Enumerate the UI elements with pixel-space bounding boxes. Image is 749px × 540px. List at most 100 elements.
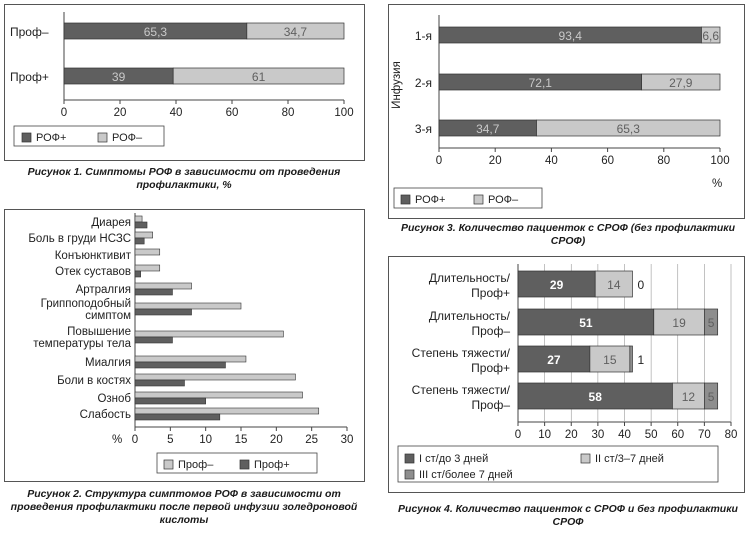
legend-swatch [239, 459, 250, 470]
category-label: Миалгия [85, 357, 131, 369]
bar-segment [701, 26, 721, 44]
x-tick-label: 5 [167, 434, 173, 446]
bar-segment [653, 308, 705, 336]
x-tick-label: 60 [601, 155, 614, 167]
data-label: 29 [550, 278, 564, 292]
legend-swatch [473, 194, 484, 205]
data-label: 65,3 [144, 25, 168, 39]
bar [134, 330, 284, 338]
data-label: 12 [682, 390, 696, 404]
x-tick-label: 70 [698, 429, 711, 441]
category-label: Степень тяжести/ [412, 383, 511, 397]
category-label: Боль в груди НСЗС [28, 233, 131, 245]
x-tick-label: 0 [132, 434, 138, 446]
category-label: Слабость [80, 409, 131, 421]
data-label: 27 [547, 353, 561, 367]
data-label: 61 [252, 70, 266, 84]
data-label: 51 [579, 316, 593, 330]
data-label: 5 [708, 316, 715, 330]
bar [134, 264, 161, 272]
bar [134, 270, 141, 278]
x-tick-label: 10 [199, 434, 212, 446]
bar [134, 407, 320, 415]
legend-label: Проф+ [254, 459, 290, 471]
bar-segment [517, 308, 655, 336]
data-label: 34,7 [284, 25, 308, 39]
x-tick-label: 20 [565, 429, 578, 441]
bar [134, 282, 192, 290]
data-label: 0 [637, 278, 644, 292]
category-label: Проф– [10, 25, 49, 39]
bar-segment [641, 73, 721, 91]
bar [134, 373, 296, 381]
legend-label: III ст/более 7 дней [419, 469, 513, 481]
bar [134, 391, 303, 399]
legend-box [393, 187, 543, 209]
data-label: 93,4 [559, 29, 583, 43]
bar [134, 215, 143, 223]
bar [134, 248, 161, 256]
x-tick-label: 80 [282, 107, 295, 119]
data-label: 65,3 [617, 122, 641, 136]
x-tick-label: 80 [657, 155, 670, 167]
bar [134, 361, 226, 369]
bar [134, 355, 247, 363]
data-label: 14 [607, 278, 621, 292]
category-label: Отек суставов [55, 266, 131, 278]
category-label: 2-я [415, 76, 432, 90]
data-label: 72,1 [529, 76, 553, 90]
legend-label: РОФ– [488, 194, 519, 206]
x-tick-label: 80 [725, 429, 738, 441]
bar [134, 231, 153, 239]
legend-label: РОФ+ [415, 194, 445, 206]
bar [134, 237, 145, 245]
bar-segment [517, 382, 673, 410]
data-label: 15 [603, 353, 617, 367]
x-tick-label: 40 [618, 429, 631, 441]
category-label: Озноб [97, 393, 131, 405]
x-axis-unit: % [112, 434, 122, 446]
x-tick-label: 100 [710, 155, 729, 167]
data-label: 19 [672, 316, 686, 330]
bar-segment [517, 345, 591, 373]
category-label: Повышение [67, 326, 131, 338]
figure-2-chart: Диарея Боль в груди НСЗС Конъюнктивит Отек … [28, 213, 353, 474]
legend-swatch [404, 453, 415, 464]
x-tick-label: 0 [436, 155, 442, 167]
category-label: Артралгия [76, 284, 131, 296]
figure-1-caption: Рисунок 1. Симптомы РОФ в зависимости от… [27, 166, 341, 191]
category-label: Гриппоподобный [41, 298, 131, 310]
bar-segment [172, 67, 345, 85]
legend-box [397, 445, 719, 483]
legend-swatch [404, 469, 415, 480]
x-tick-label: 20 [489, 155, 502, 167]
x-tick-label: 40 [170, 107, 183, 119]
x-tick-label: 20 [270, 434, 283, 446]
figure-4-chart: 0 10 20 30 40 50 60 70 80 Длительность/Проф+ 29 14 0… [397, 264, 738, 483]
bar [134, 413, 221, 421]
legend-box [13, 125, 165, 147]
bar [134, 379, 185, 387]
x-tick-label: 25 [305, 434, 318, 446]
legend-swatch [163, 459, 174, 470]
category-label: Длительность/ [429, 309, 511, 323]
x-tick-label: 20 [114, 107, 127, 119]
bar [134, 288, 173, 296]
x-tick-label: 30 [591, 429, 604, 441]
x-tick-label: 0 [515, 429, 521, 441]
x-tick-label: 60 [226, 107, 239, 119]
category-label: Проф+ [10, 70, 49, 84]
bar-segment [629, 345, 633, 373]
x-tick-label: 15 [235, 434, 248, 446]
legend-swatch [97, 132, 108, 143]
data-label: 5 [708, 390, 715, 404]
category-label: 1-я [415, 29, 432, 43]
category-label: температуры тела [33, 338, 131, 350]
figure-3-chart: Инфузия 1-я 93,4 6,6 2-я 72,1 27,9 3-я 34,7 65,3 0… [391, 15, 730, 209]
bar-segment [704, 308, 719, 336]
bar [134, 308, 192, 316]
legend-swatch [21, 132, 32, 143]
category-label: Проф+ [471, 286, 510, 300]
figure-4-caption: Рисунок 4. Количество пациенток с СРОФ и… [398, 503, 738, 528]
category-label: Проф– [471, 324, 510, 338]
